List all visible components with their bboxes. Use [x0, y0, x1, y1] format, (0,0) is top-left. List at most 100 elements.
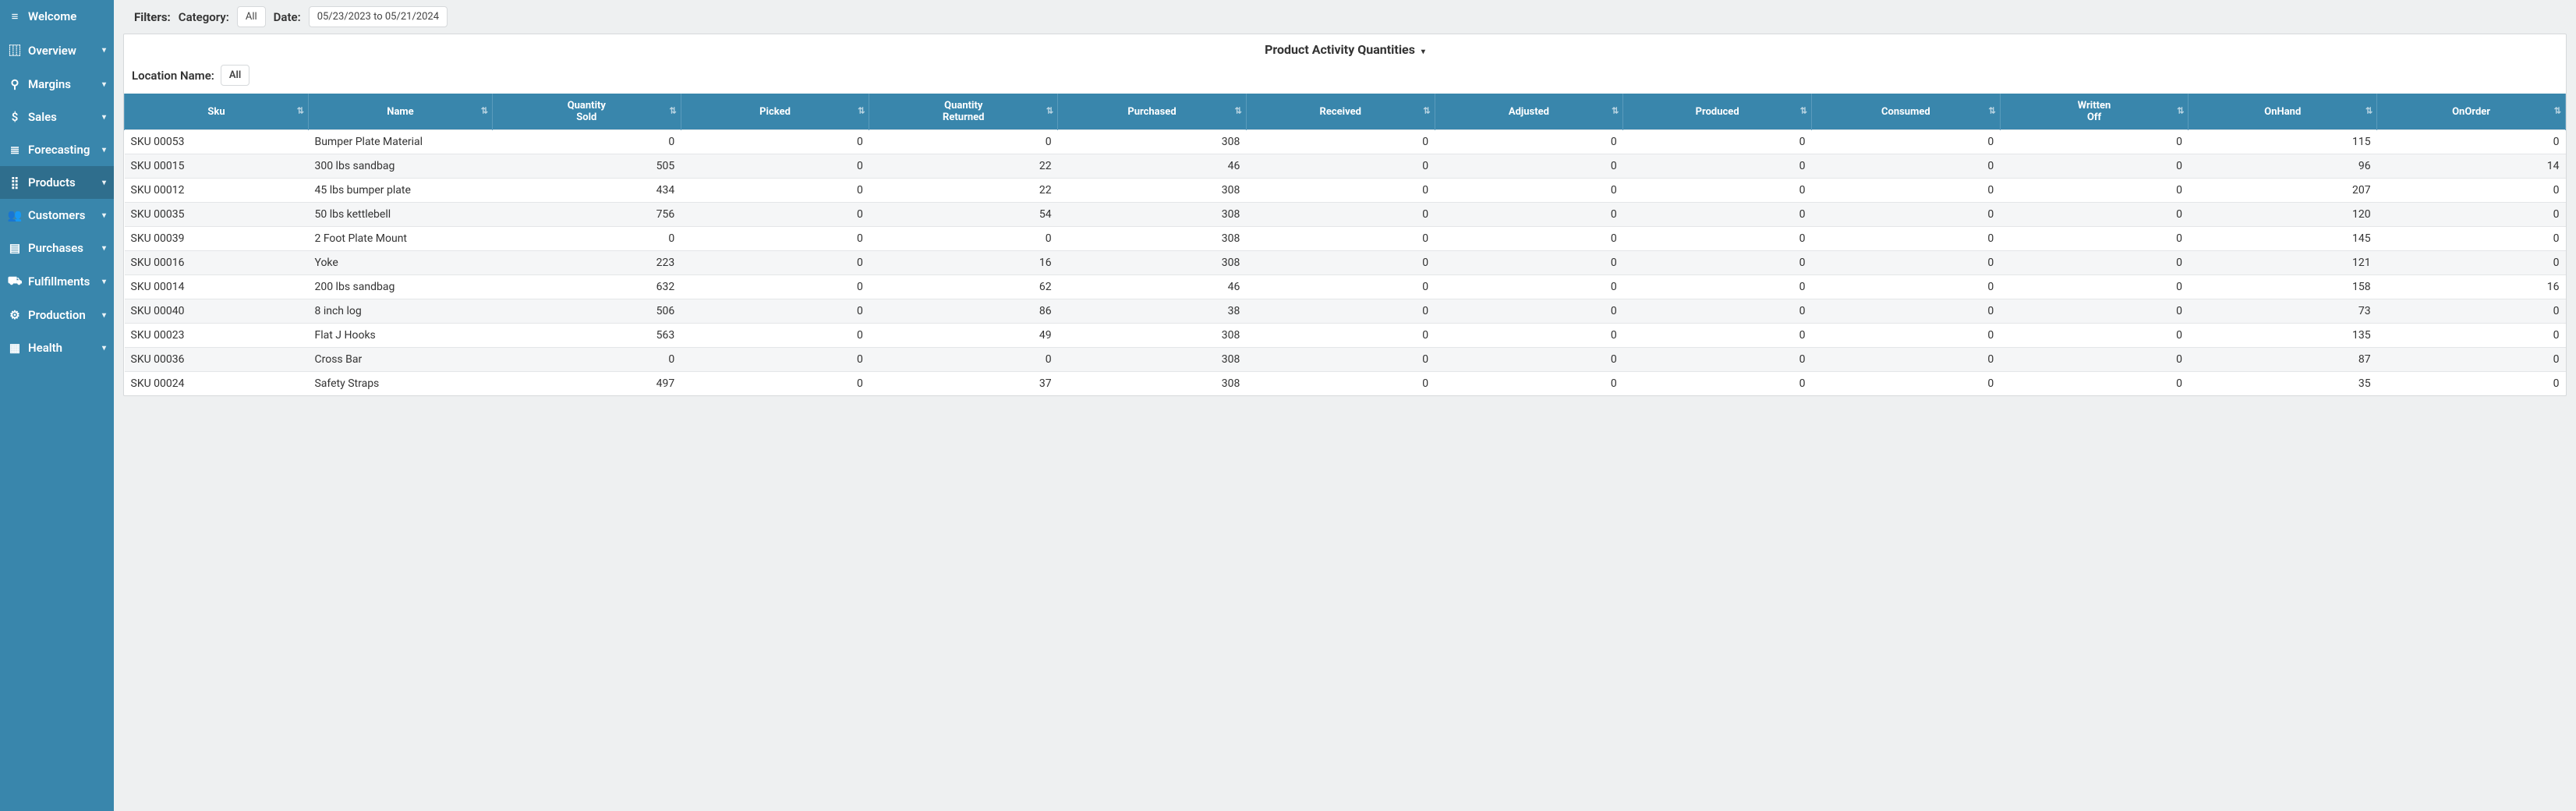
sidebar-item-label: Welcome [28, 9, 106, 23]
filters-bar: Filters: Category: All Date: 05/23/2023 … [123, 0, 2567, 34]
cell-sku: SKU 00014 [125, 275, 309, 299]
cell-value: 0 [1623, 324, 1812, 348]
sort-icon: ⇅ [858, 109, 865, 115]
cell-sku: SKU 00036 [125, 348, 309, 372]
panel-title[interactable]: Product Activity Quantities ▾ [124, 34, 2566, 62]
table-row[interactable]: SKU 00016Yoke223016308000001210 [125, 251, 2566, 275]
sidebar-item-margins[interactable]: ⚲Margins▾ [0, 68, 114, 101]
table-row[interactable]: SKU 00023Flat J Hooks563049308000001350 [125, 324, 2566, 348]
cell-value: 0 [2377, 130, 2566, 154]
cell-value: 0 [1812, 203, 2001, 227]
cell-value: 0 [1812, 372, 2001, 396]
location-filter[interactable]: All [221, 65, 249, 86]
cell-value: 308 [1058, 203, 1247, 227]
chart-icon: ⿲ [8, 42, 22, 58]
cell-value: 0 [1246, 154, 1435, 179]
col-sku[interactable]: Sku⇅ [125, 94, 309, 130]
sidebar-item-sales[interactable]: $Sales▾ [0, 101, 114, 133]
sidebar-item-welcome[interactable]: ≡Welcome [0, 0, 114, 33]
col-received[interactable]: Received⇅ [1246, 94, 1435, 130]
cell-value: 0 [681, 203, 869, 227]
cell-value: 632 [492, 275, 681, 299]
cell-value: 35 [2189, 372, 2377, 396]
sidebar-item-forecasting[interactable]: ≣Forecasting▾ [0, 133, 114, 166]
filters-label: Filters: [134, 10, 171, 24]
cell-value: 0 [1435, 154, 1623, 179]
cell-value: 0 [1623, 154, 1812, 179]
category-filter[interactable]: All [237, 6, 266, 27]
cell-sku: SKU 00023 [125, 324, 309, 348]
col-written-off[interactable]: WrittenOff⇅ [2000, 94, 2189, 130]
cell-value: 0 [1435, 324, 1623, 348]
col-produced[interactable]: Produced⇅ [1623, 94, 1812, 130]
sidebar-item-label: Overview [28, 44, 96, 58]
cell-value: 0 [1246, 299, 1435, 324]
cell-value: 0 [1435, 251, 1623, 275]
cell-value: 0 [681, 324, 869, 348]
users-icon: 👥 [8, 208, 22, 222]
sort-icon: ⇅ [1989, 109, 1996, 115]
sidebar-item-health[interactable]: ▦Health▾ [0, 331, 114, 364]
table-row[interactable]: SKU 00036Cross Bar00030800000870 [125, 348, 2566, 372]
cell-value: 0 [2377, 372, 2566, 396]
cell-value: 0 [2377, 299, 2566, 324]
table-row[interactable]: SKU 00015300 lbs sandbag5050224600000961… [125, 154, 2566, 179]
col-quantity-returned[interactable]: QuantityReturned⇅ [869, 94, 1058, 130]
date-filter[interactable]: 05/23/2023 to 05/21/2024 [309, 6, 448, 27]
sidebar-item-fulfillments[interactable]: ⛟Fulfillments▾ [0, 264, 114, 299]
table-row[interactable]: SKU 0003550 lbs kettlebell75605430800000… [125, 203, 2566, 227]
col-purchased[interactable]: Purchased⇅ [1058, 94, 1247, 130]
cell-value: 46 [1058, 154, 1247, 179]
cell-value: 0 [1246, 203, 1435, 227]
col-consumed[interactable]: Consumed⇅ [1812, 94, 2001, 130]
cell-value: 0 [2377, 324, 2566, 348]
sidebar-item-overview[interactable]: ⿲Overview▾ [0, 33, 114, 68]
col-onorder[interactable]: OnOrder⇅ [2377, 94, 2566, 130]
cell-value: 0 [2000, 179, 2189, 203]
cell-sku: SKU 00024 [125, 372, 309, 396]
table-row[interactable]: SKU 00014200 lbs sandbag6320624600000158… [125, 275, 2566, 299]
caret-down-icon: ▾ [102, 278, 106, 286]
cell-value: 0 [1623, 251, 1812, 275]
sort-icon: ⇅ [1046, 109, 1053, 115]
sitemap-icon: ⣿ [8, 175, 22, 189]
location-label: Location Name: [132, 69, 214, 83]
sidebar-item-production[interactable]: ⚙Production▾ [0, 299, 114, 331]
col-name[interactable]: Name⇅ [308, 94, 492, 130]
sort-icon: ⇅ [2554, 109, 2561, 115]
sidebar-item-label: Production [28, 308, 96, 322]
sort-icon: ⇅ [2365, 109, 2373, 115]
cell-value: 0 [1812, 227, 2001, 251]
table-row[interactable]: SKU 00053Bumper Plate Material0003080000… [125, 130, 2566, 154]
cell-value: 0 [2000, 348, 2189, 372]
table-row[interactable]: SKU 00024Safety Straps49703730800000350 [125, 372, 2566, 396]
db-icon: ≣ [8, 143, 22, 157]
sidebar-item-customers[interactable]: 👥Customers▾ [0, 199, 114, 232]
cell-sku: SKU 00012 [125, 179, 309, 203]
caret-down-icon: ▾ [102, 311, 106, 320]
caret-down-icon: ▾ [102, 80, 106, 89]
caret-down-icon: ▾ [102, 146, 106, 154]
sidebar-item-purchases[interactable]: ▤Purchases▾ [0, 232, 114, 264]
col-onhand[interactable]: OnHand⇅ [2189, 94, 2377, 130]
search-icon: ⚲ [8, 77, 22, 91]
col-picked[interactable]: Picked⇅ [681, 94, 869, 130]
cell-value: 0 [869, 348, 1058, 372]
table-row[interactable]: SKU 0001245 lbs bumper plate434022308000… [125, 179, 2566, 203]
cell-value: 0 [2377, 179, 2566, 203]
cell-value: 0 [1812, 299, 2001, 324]
cell-value: 49 [869, 324, 1058, 348]
cell-value: 308 [1058, 130, 1247, 154]
cell-value: 0 [492, 348, 681, 372]
cell-value: 756 [492, 203, 681, 227]
sidebar-item-label: Sales [28, 110, 96, 124]
col-quantity-sold[interactable]: QuantitySold⇅ [492, 94, 681, 130]
col-adjusted[interactable]: Adjusted⇅ [1435, 94, 1623, 130]
sidebar-item-products[interactable]: ⣿Products▾ [0, 166, 114, 199]
cell-value: 62 [869, 275, 1058, 299]
table-row[interactable]: SKU 000392 Foot Plate Mount0003080000014… [125, 227, 2566, 251]
cell-value: 0 [2000, 130, 2189, 154]
cell-value: 0 [681, 275, 869, 299]
table-row[interactable]: SKU 000408 inch log5060863800000730 [125, 299, 2566, 324]
cell-value: 0 [681, 179, 869, 203]
